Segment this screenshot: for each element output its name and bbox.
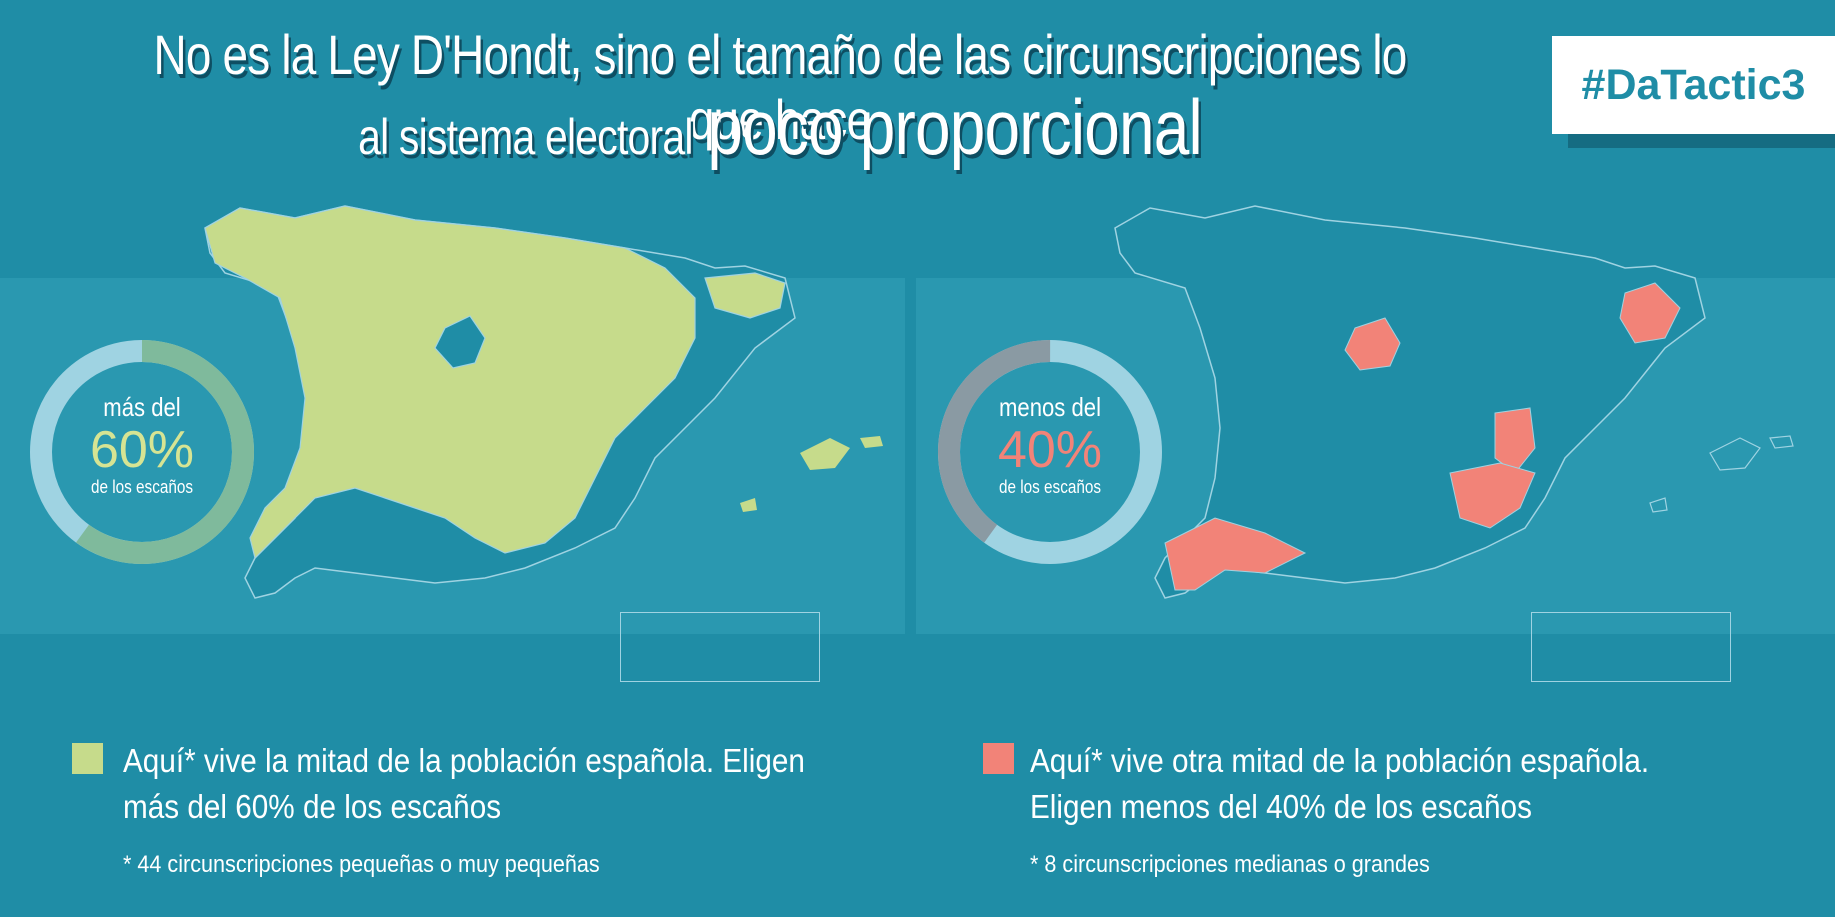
donut-ring-left (30, 340, 254, 564)
title-line-1: No es la Ley D'Hondt, sino el tamaño de … (153, 23, 1408, 151)
donut-percent: 40% (997, 421, 1103, 479)
title-emphasis: poco proporcional (707, 83, 1202, 171)
peninsula-outline (1114, 205, 1706, 599)
donut-text-right: menos del 40% de los escaños (930, 392, 1170, 498)
balearic-islands (740, 436, 883, 512)
donut-ring-right (938, 340, 1163, 564)
donut-percent: 60% (89, 421, 195, 479)
legend-note-left: * 44 circunscripciones pequeñas o muy pe… (123, 851, 600, 878)
donut-lead: menos del (999, 392, 1101, 422)
legend-text-left: Aquí* vive la mitad de la población espa… (123, 742, 805, 825)
balearic-islands-outline (1649, 435, 1794, 513)
legend-swatch-red (983, 743, 1014, 774)
donut-chart-left: más del 60% de los escaños (22, 332, 262, 572)
seville-malaga-region (1164, 517, 1307, 591)
spain-map-small-districts (204, 205, 883, 599)
title-line-2-prefix: al sistema electoral (358, 109, 693, 165)
catalonia-small-region (704, 272, 786, 319)
title-line-2: al sistema electoral poco proporcional (140, 82, 1419, 173)
donut-lead: más del (103, 392, 181, 422)
valencia-region (1494, 407, 1536, 474)
legend-swatch-green (72, 743, 103, 774)
barcelona-region (1619, 282, 1681, 344)
small-districts-region (204, 205, 696, 560)
madrid-region (1344, 317, 1401, 371)
donut-sub: de los escaños (998, 477, 1102, 497)
madrid-hole (434, 315, 486, 369)
donut-chart-right: menos del 40% de los escaños (930, 332, 1170, 572)
donut-arc-small-districts (30, 340, 254, 564)
donut-text-left: más del 60% de los escaños (22, 392, 262, 498)
canary-islands-inset-left (620, 612, 820, 682)
spain-map-large-districts (1114, 205, 1794, 599)
hashtag-badge: #DaTactic3 (1552, 36, 1835, 134)
murcia-alicante-region (1449, 462, 1536, 529)
legend-note-right: * 8 circunscripciones medianas o grandes (1030, 851, 1430, 878)
donut-sub: de los escaños (90, 477, 194, 497)
legend-text-right: Aquí* vive otra mitad de la población es… (1030, 742, 1650, 825)
donut-arc-large-districts (938, 340, 1163, 564)
canary-islands-inset-right (1531, 612, 1731, 682)
